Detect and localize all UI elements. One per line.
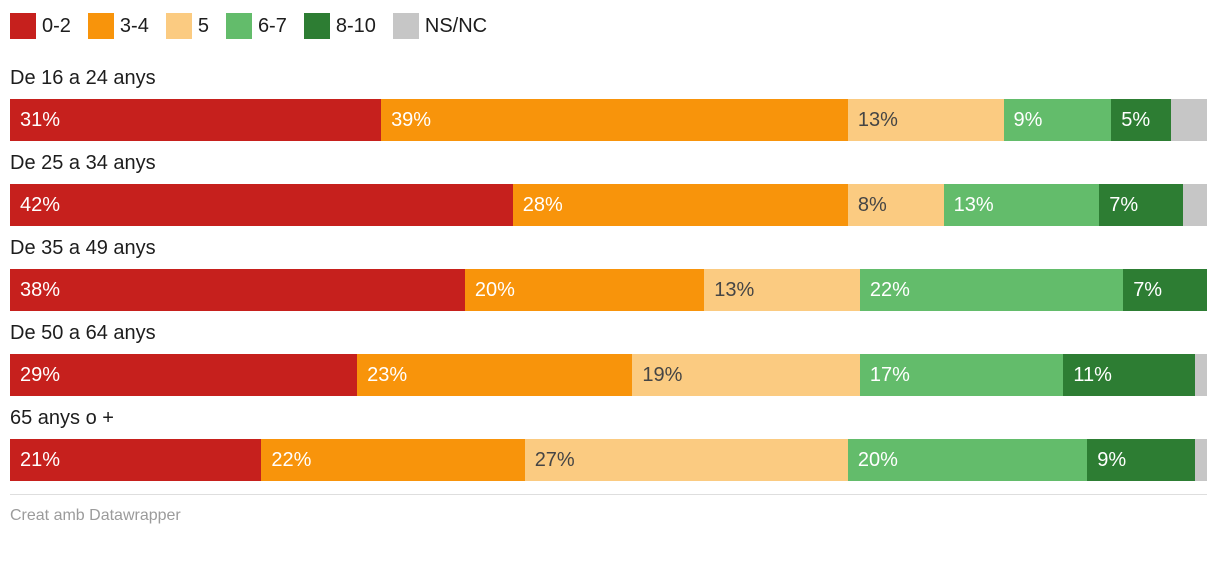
bar-segment-value: 28% <box>522 193 563 216</box>
chart-footer: Creat amb Datawrapper <box>10 494 1207 545</box>
legend-swatch <box>392 13 419 39</box>
attribution-text: Creat amb Datawrapper <box>10 507 181 524</box>
bar-segment: 31% <box>10 99 382 141</box>
bar-segment <box>1194 439 1207 481</box>
legend-label: 3-4 <box>119 15 149 37</box>
stacked-bar: 38% 20% 13% 22% 7% <box>10 269 1207 311</box>
row-label: De 35 a 49 anys <box>10 237 156 259</box>
bar-segment: 9% <box>1003 99 1112 141</box>
legend-label: 6-7 <box>257 15 287 37</box>
bar-segment-value: 11% <box>1073 363 1112 386</box>
stacked-bar: 31% 39% 13% 9% 5% <box>10 99 1207 141</box>
bar-segment-value: 23% <box>367 363 408 386</box>
bar-segment: 7% <box>1099 184 1184 226</box>
legend-swatch <box>10 13 36 39</box>
legend-swatch <box>165 13 192 39</box>
bar-segment: 17% <box>859 354 1064 396</box>
bar-segment: 7% <box>1123 269 1207 311</box>
legend-swatch <box>303 13 330 39</box>
bar-segment-value: 7% <box>1133 278 1163 301</box>
bar-segment: 23% <box>357 354 633 396</box>
legend-item: 5 <box>165 13 209 39</box>
legend-label: NS/NC <box>424 15 488 37</box>
bar-segment-value: 29% <box>20 363 61 386</box>
bar-segment: 8% <box>847 184 944 226</box>
stacked-bar: 42% 28% 8% 13% 7% <box>10 184 1207 226</box>
bar-segment-value: 13% <box>953 193 994 216</box>
bar-segment: 11% <box>1063 354 1195 396</box>
stacked-bar: 29% 23% 19% 17% 11% <box>10 354 1207 396</box>
bar-segment-value: 22% <box>869 278 910 301</box>
bar-segment-value: 13% <box>714 278 755 301</box>
bar-segment <box>1194 354 1207 396</box>
chart-row: 65 anys o + 21% 22% 27% 20% 9% <box>10 406 1207 481</box>
legend-item: NS/NC <box>392 13 488 39</box>
chart-row: De 16 a 24 anys 31% 39% 13% 9% 5% <box>10 66 1207 141</box>
bar-segment: 28% <box>512 184 848 226</box>
legend-label: 0-2 <box>42 15 71 37</box>
bar-segment: 27% <box>524 439 848 481</box>
bar-segment-value: 5% <box>1121 108 1151 131</box>
bar-segment-value: 39% <box>391 108 432 131</box>
bar-segment-value: 27% <box>534 448 575 471</box>
bar-segment <box>1171 99 1207 141</box>
chart-legend: 0-2 3-4 5 6-7 8-10 NS/NC <box>10 13 1207 39</box>
legend-swatch <box>225 13 252 39</box>
bar-segment: 20% <box>464 269 705 311</box>
bar-segment-value: 17% <box>869 363 910 386</box>
bar-segment-value: 8% <box>857 193 887 216</box>
legend-item: 8-10 <box>303 13 376 39</box>
bar-segment: 22% <box>859 269 1124 311</box>
chart-row: De 25 a 34 anys 42% 28% 8% 13% 7% <box>10 151 1207 226</box>
legend-label: 8-10 <box>335 15 376 37</box>
bar-segment: 13% <box>704 269 860 311</box>
bar-segment-value: 21% <box>20 448 61 471</box>
bar-segment: 21% <box>10 439 262 481</box>
legend-label: 5 <box>197 15 209 37</box>
bar-segment: 22% <box>261 439 525 481</box>
bar-segment: 38% <box>10 269 465 311</box>
bar-segment: 13% <box>943 184 1100 226</box>
bar-segment-value: 20% <box>474 278 515 301</box>
bar-segment: 5% <box>1111 99 1172 141</box>
bar-segment: 39% <box>381 99 848 141</box>
bar-segment-value: 31% <box>20 108 61 131</box>
bar-segment-value: 9% <box>1013 108 1043 131</box>
bar-segment-value: 7% <box>1109 193 1139 216</box>
bar-segment: 9% <box>1087 439 1195 481</box>
chart-row: De 35 a 49 anys 38% 20% 13% 22% 7% <box>10 236 1207 311</box>
chart-rows: De 16 a 24 anys 31% 39% 13% 9% 5% De 25 a 34 a… <box>10 66 1207 481</box>
row-label: De 25 a 34 anys <box>10 152 156 174</box>
bar-segment <box>1183 184 1207 226</box>
bar-segment: 13% <box>847 99 1004 141</box>
bar-segment: 42% <box>10 184 513 226</box>
bar-segment-value: 19% <box>642 363 683 386</box>
legend-item: 3-4 <box>87 13 149 39</box>
bar-segment: 20% <box>847 439 1088 481</box>
bar-segment: 19% <box>632 354 860 396</box>
stacked-bar: 21% 22% 27% 20% 9% <box>10 439 1207 481</box>
bar-segment-value: 20% <box>857 448 898 471</box>
legend-item: 6-7 <box>225 13 287 39</box>
bar-segment: 29% <box>10 354 358 396</box>
bar-segment-value: 42% <box>20 193 61 216</box>
row-label: De 50 a 64 anys <box>10 322 156 344</box>
row-label: De 16 a 24 anys <box>10 67 156 89</box>
bar-segment-value: 38% <box>20 278 61 301</box>
chart-container: 0-2 3-4 5 6-7 8-10 NS/NC De 16 a 24 anys 31% 39… <box>10 13 1207 545</box>
bar-segment-value: 22% <box>271 448 312 471</box>
legend-item: 0-2 <box>10 13 71 39</box>
chart-row: De 50 a 64 anys 29% 23% 19% 17% 11% <box>10 321 1207 396</box>
bar-segment-value: 9% <box>1097 448 1127 471</box>
bar-segment-value: 13% <box>857 108 898 131</box>
row-label: 65 anys o + <box>10 407 114 429</box>
legend-swatch <box>87 13 114 39</box>
